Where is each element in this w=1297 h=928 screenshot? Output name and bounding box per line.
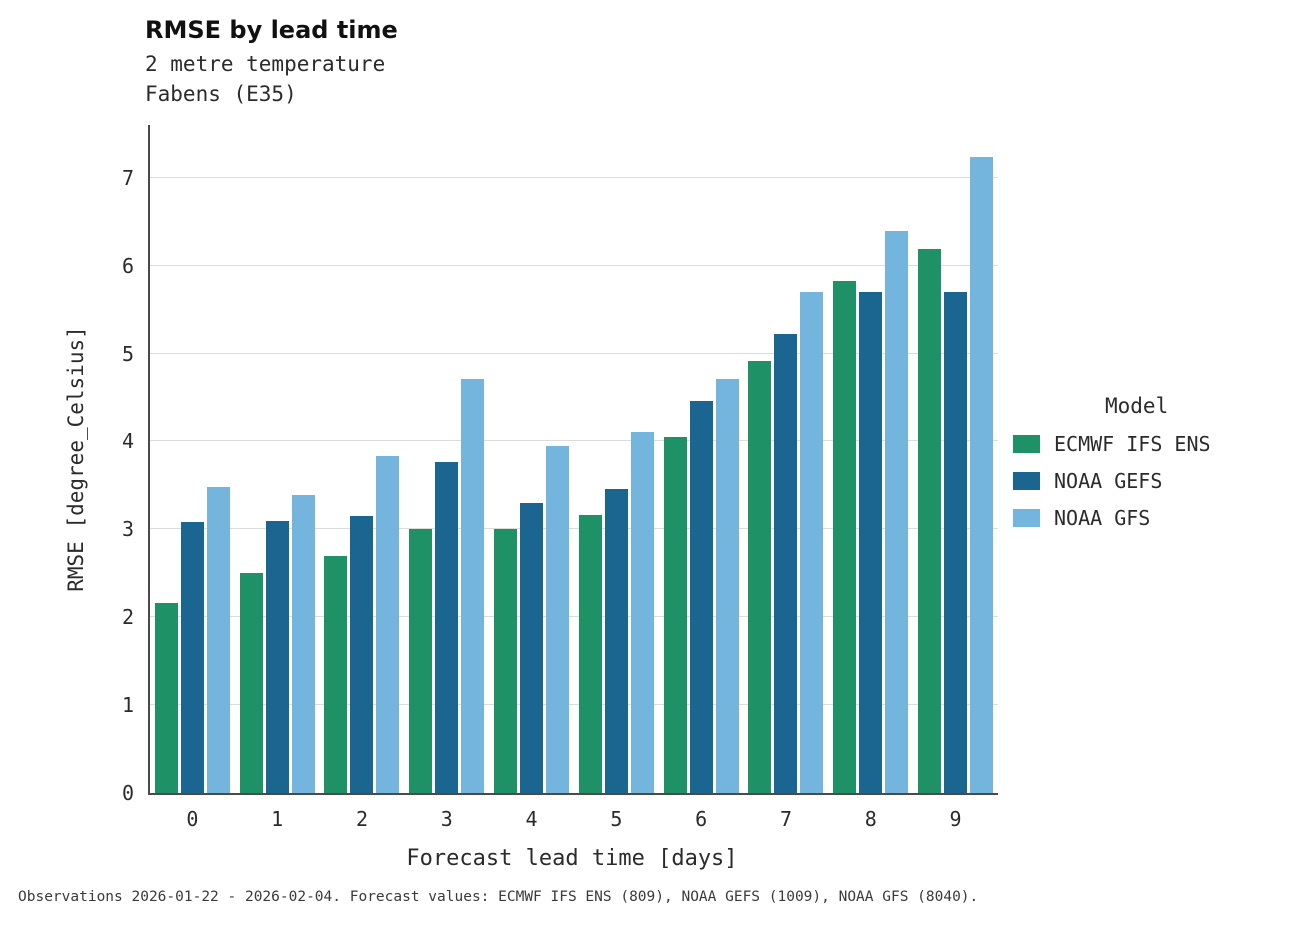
x-tick-label: 4 <box>525 807 538 831</box>
bar-group: 1 <box>239 495 315 831</box>
bar-group: 3 <box>409 379 485 831</box>
bar-group: 4 <box>494 445 570 831</box>
bar-ecmwf-ifs-ens <box>663 437 687 793</box>
x-tick-label: 8 <box>864 807 877 831</box>
chart-subtitle-variable: 2 metre temperature <box>145 52 386 76</box>
bar-noaa-gfs <box>970 156 994 793</box>
legend-label: ECMWF IFS ENS <box>1054 432 1211 456</box>
x-tick-label: 6 <box>695 807 708 831</box>
gridline <box>150 176 998 178</box>
bar-noaa-gefs <box>604 488 628 793</box>
gridline <box>150 440 998 442</box>
legend-swatch-ecmwf-ifs-ens <box>1013 435 1040 453</box>
chart-subtitle-station: Fabens (E35) <box>145 82 297 106</box>
gridline <box>150 264 998 266</box>
x-tick-label: 3 <box>440 807 453 831</box>
bar-group: 5 <box>578 431 654 831</box>
y-tick-label: 5 <box>121 341 134 366</box>
bar-noaa-gfs <box>376 456 400 793</box>
bar-group: 6 <box>663 379 739 831</box>
bar-noaa-gfs <box>800 292 824 793</box>
bar-ecmwf-ifs-ens <box>578 515 602 793</box>
legend-item: NOAA GFS <box>1013 506 1211 530</box>
y-tick-label: 1 <box>121 693 134 718</box>
legend-label: NOAA GFS <box>1054 506 1151 530</box>
legend-swatch-noaa-gefs <box>1013 472 1040 490</box>
bar-noaa-gfs <box>715 379 739 793</box>
bar-noaa-gefs <box>520 502 544 793</box>
legend-label: NOAA GEFS <box>1054 469 1163 493</box>
x-tick-label: 9 <box>949 807 962 831</box>
bar-group: 9 <box>918 156 994 831</box>
bar-group: 7 <box>748 292 824 831</box>
bar-group: 0 <box>154 487 230 831</box>
y-tick-label: 2 <box>121 605 134 630</box>
chart-title: RMSE by lead time <box>145 16 398 44</box>
y-tick-label: 4 <box>121 429 134 454</box>
legend-item: NOAA GEFS <box>1013 469 1211 493</box>
gridline <box>150 352 998 354</box>
bar-noaa-gefs <box>435 461 459 793</box>
gridline <box>150 616 998 618</box>
bar-noaa-gefs <box>265 520 289 793</box>
bar-noaa-gefs <box>944 292 968 793</box>
y-axis-label: RMSE [degree_Celsius] <box>64 326 88 592</box>
bar-group: 2 <box>324 456 400 831</box>
legend-swatch-noaa-gfs <box>1013 509 1040 527</box>
footer-note: Observations 2026-01-22 - 2026-02-04. Fo… <box>18 889 979 905</box>
x-tick-label: 7 <box>779 807 792 831</box>
gridline <box>150 704 998 706</box>
bar-ecmwf-ifs-ens <box>324 555 348 793</box>
bar-noaa-gfs <box>546 445 570 793</box>
bar-ecmwf-ifs-ens <box>239 573 263 793</box>
bar-ecmwf-ifs-ens <box>154 603 178 793</box>
bar-noaa-gefs <box>774 334 798 793</box>
bar-group: 8 <box>833 231 909 831</box>
x-tick-label: 0 <box>186 807 199 831</box>
bar-ecmwf-ifs-ens <box>748 361 772 793</box>
bar-ecmwf-ifs-ens <box>833 280 857 793</box>
bar-groups: 0 1 2 3 4 5 6 7 8 9 <box>150 125 998 831</box>
bar-noaa-gefs <box>859 292 883 793</box>
y-tick-label: 3 <box>121 517 134 542</box>
x-axis-label: Forecast lead time [days] <box>406 846 738 871</box>
gridline <box>150 528 998 530</box>
bar-ecmwf-ifs-ens <box>409 529 433 793</box>
bar-noaa-gefs <box>689 401 713 793</box>
y-tick-label: 6 <box>121 253 134 278</box>
bar-noaa-gefs <box>350 516 374 793</box>
bar-noaa-gfs <box>206 487 230 793</box>
bar-noaa-gfs <box>461 379 485 793</box>
bar-noaa-gfs <box>630 431 654 793</box>
legend-title: Model <box>1105 394 1169 418</box>
bar-ecmwf-ifs-ens <box>494 529 518 793</box>
x-tick-label: 5 <box>610 807 623 831</box>
x-tick-label: 2 <box>355 807 369 831</box>
y-tick-label: 0 <box>121 781 134 805</box>
bar-noaa-gefs <box>180 522 204 793</box>
bar-noaa-gfs <box>885 231 909 793</box>
legend: Model ECMWF IFS ENS NOAA GEFS NOAA GFS <box>1013 394 1211 543</box>
y-tick-label: 7 <box>121 165 134 190</box>
legend-item: ECMWF IFS ENS <box>1013 432 1211 456</box>
bar-ecmwf-ifs-ens <box>918 248 942 793</box>
x-tick-label: 1 <box>271 807 284 831</box>
bar-noaa-gfs <box>291 495 315 793</box>
plot-area: 0 1 2 3 4 5 6 7 0 1 2 3 4 5 6 7 8 9 <box>122 125 998 831</box>
